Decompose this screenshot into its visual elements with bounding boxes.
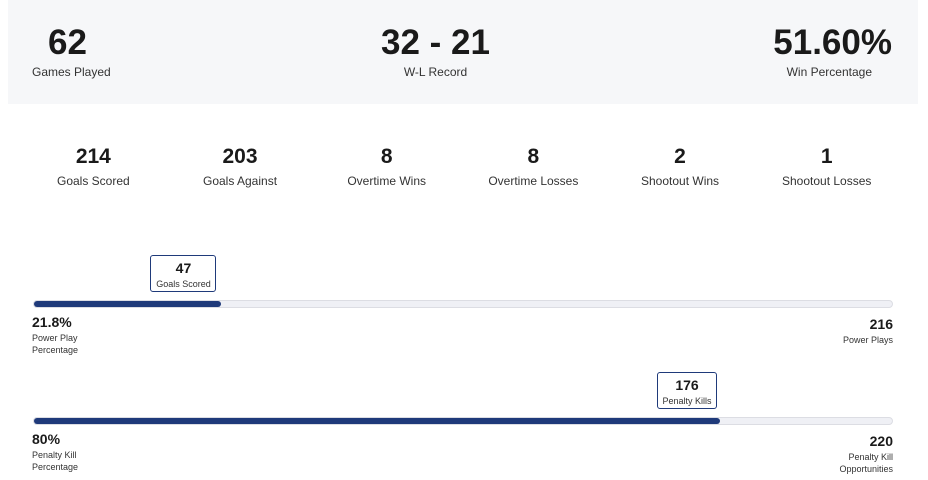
penalty-kills-callout: 176 Penalty Kills	[657, 372, 717, 409]
penalty-kill-progress-bar	[33, 417, 893, 425]
power-play-progress-bar	[33, 300, 893, 308]
stat-overtime-losses: 8 Overtime Losses	[488, 145, 579, 188]
power-plays-total: 216 Power Plays	[842, 316, 893, 345]
stat-overtime-wins: 8 Overtime Wins	[347, 145, 427, 188]
stats-row: 214 Goals Scored 203 Goals Against 8 Overti…	[20, 145, 900, 188]
penalty-kill-progress-fill	[34, 418, 721, 424]
stat-goals-against: 203 Goals Against	[202, 145, 278, 188]
power-play-progress-fill	[34, 301, 222, 307]
games-played-stat: 62 Games Played	[32, 23, 111, 80]
power-play-percentage: 21.8% Power Play Percentage	[32, 314, 79, 355]
stat-shootout-losses: 1 Shootout Losses	[781, 145, 872, 188]
power-play-goals-callout: 47 Goals Scored	[150, 255, 217, 292]
penalty-kill-opportunities-total: 220 Penalty Kill Opportunities	[839, 433, 893, 474]
win-percentage-stat: 51.60% Win Percentage	[773, 23, 892, 80]
wl-record-stat: 32 - 21 W-L Record	[381, 23, 490, 80]
penalty-kill-percentage: 80% Penalty Kill Percentage	[32, 431, 79, 472]
summary-panel: 62 Games Played 32 - 21 W-L Record 51.60…	[8, 0, 918, 104]
stat-goals-scored: 214 Goals Scored	[56, 145, 130, 188]
stat-shootout-wins: 2 Shootout Wins	[641, 145, 720, 188]
